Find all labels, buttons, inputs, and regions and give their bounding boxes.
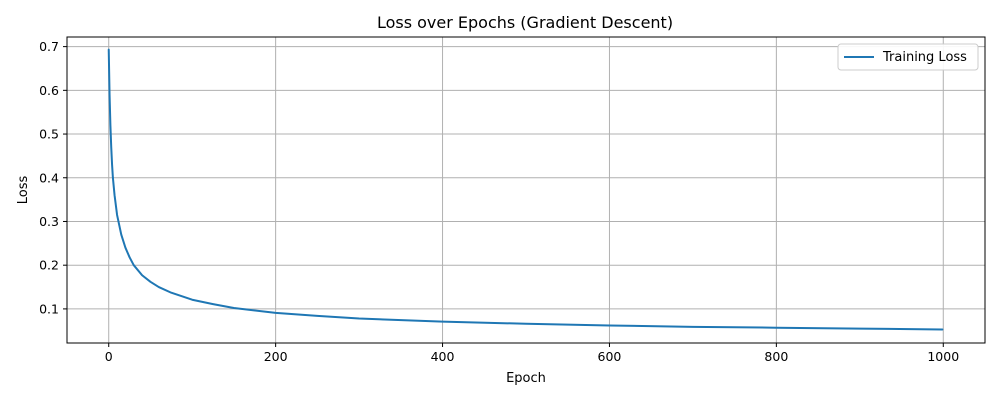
x-tick-label: 0	[105, 349, 113, 364]
x-tick-label: 600	[598, 349, 622, 364]
series-line-training-loss	[107, 48, 944, 331]
y-tick-label: 0.4	[39, 170, 59, 185]
x-axis-label: Epoch	[506, 371, 546, 386]
y-tick-label: 0.1	[39, 301, 59, 316]
y-axis-ticks: 0.1 0.2 0.3 0.4 0.5 0.6 0.7	[39, 39, 67, 316]
x-tick-label: 200	[264, 349, 288, 364]
legend-label-training-loss: Training Loss	[882, 50, 967, 65]
x-tick-label: 800	[764, 349, 788, 364]
grid-lines	[67, 37, 985, 343]
y-tick-label: 0.7	[39, 39, 59, 54]
x-tick-label: 400	[431, 349, 455, 364]
y-tick-label: 0.2	[39, 258, 59, 273]
chart-title: Loss over Epochs (Gradient Descent)	[377, 13, 673, 32]
plot-area-frame	[66, 36, 986, 344]
x-axis-ticks: 0 200 400 600 800 1000	[105, 343, 959, 364]
legend-box	[837, 43, 979, 71]
series-layer	[107, 48, 944, 331]
y-tick-label: 0.5	[39, 127, 59, 142]
legend: Training Loss	[837, 43, 979, 71]
y-tick-label: 0.6	[39, 83, 59, 98]
y-axis-label: Loss	[16, 176, 31, 205]
x-tick-label: 1000	[927, 349, 959, 364]
y-tick-label: 0.3	[39, 214, 59, 229]
